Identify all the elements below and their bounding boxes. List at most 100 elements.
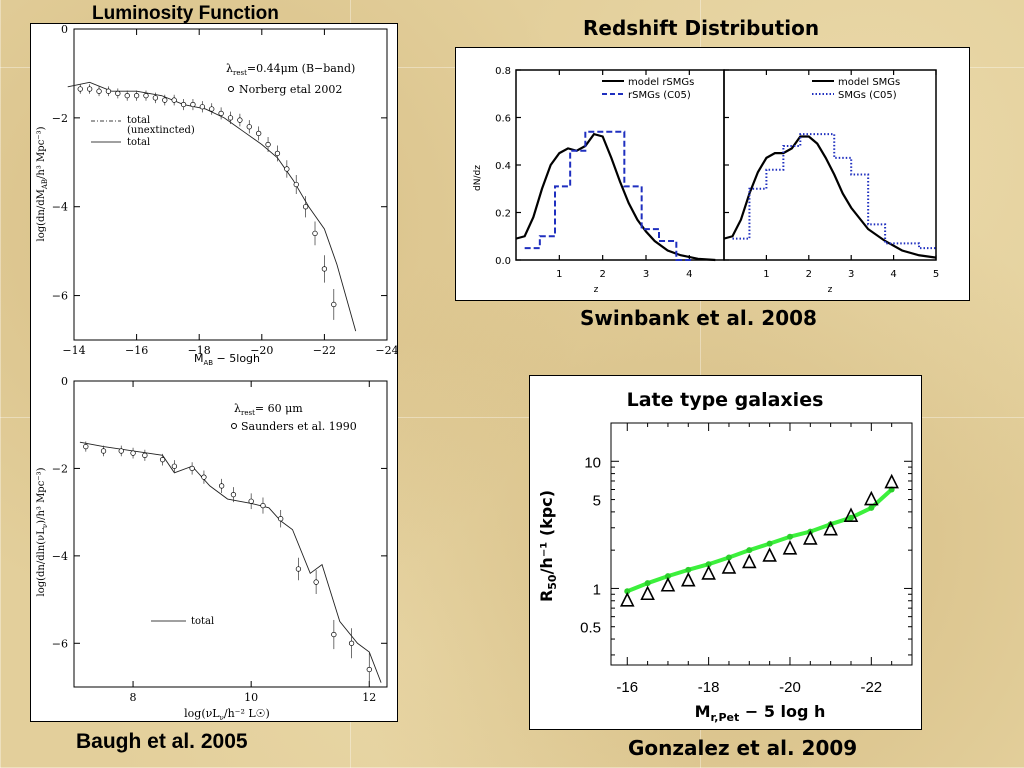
redshift-title: Redshift Distribution <box>583 16 820 40</box>
late-type-svg: Late type galaxies -16 -18 -20 -22 0.5 1 5 10 M… <box>537 389 913 724</box>
x-tick-label: −18 <box>188 344 211 357</box>
y-tick-label: 0.5 <box>580 620 601 637</box>
y-tick-label: 0 <box>61 24 68 36</box>
y-tick-label: 1 <box>593 581 601 598</box>
lf-b-axes: −14 −16 −18 −20 −22 −24 0 −2 −4 −6 MAB − 5logh lo… <box>36 23 399 367</box>
data-triangle <box>701 565 716 580</box>
x-tick-label: 5 <box>933 269 939 280</box>
model-line <box>79 441 382 683</box>
data-point <box>118 448 124 454</box>
data-point <box>87 86 93 92</box>
x-tick-label: −20 <box>250 344 273 357</box>
late-type-xlabel: Mr,Pet − 5 log h <box>695 702 826 724</box>
data-point <box>302 204 309 210</box>
model-point <box>664 573 671 580</box>
x-tick-label: -16 <box>616 679 638 696</box>
observed-histogram <box>524 130 694 261</box>
y-tick-label: −4 <box>52 550 68 563</box>
data-point <box>237 117 243 123</box>
data-triangle <box>803 530 818 545</box>
data-point <box>201 474 207 480</box>
data-point <box>260 502 266 509</box>
data-point <box>284 166 290 172</box>
data-triangle <box>660 576 676 592</box>
data-triangle <box>884 473 899 489</box>
model-point <box>766 540 773 547</box>
lf-b-legend-2: (unextincted) <box>127 125 195 136</box>
lf-ir-legend-1: total <box>191 616 214 627</box>
lf-b-annotation: λrest=0.44μm (B−band) <box>226 62 355 77</box>
model-curve <box>515 132 716 262</box>
lf-ir-legend-obs: Saunders et al. 1990 <box>241 420 357 433</box>
model-point <box>847 514 854 521</box>
x-tick-label: 2 <box>806 269 812 280</box>
model-point <box>685 566 692 573</box>
lf-ir-axes: 8 10 12 0 −2 −4 −6 log(νLν/h⁻² L☉) log(dn/dln(… <box>36 375 388 722</box>
data-point <box>115 90 121 97</box>
data-point <box>295 566 302 572</box>
model-line <box>67 81 357 332</box>
y-tick-label: 0.2 <box>495 209 511 220</box>
model-curve <box>723 135 937 259</box>
x-tick-label: -22 <box>860 679 882 696</box>
luminosity-function-svg: −14 −16 −18 −20 −22 −240−2−4−6 MAB − 5logh lo… <box>36 23 399 722</box>
data-point <box>96 88 102 94</box>
redshift-distribution-panel: 1 2 3 4 0.0 0.2 0.4 0.6 0.8 dN/dz z model rSMGs … <box>455 47 970 301</box>
model-point <box>725 554 732 561</box>
lf-b-xlabel: MAB − 5logh <box>194 352 260 367</box>
y-tick-label: 0.8 <box>495 66 511 77</box>
late-type-panel: Late type galaxies -16 -18 -20 -22 0.5 1 5 10 M… <box>529 375 922 730</box>
x-tick-label: 10 <box>244 691 258 704</box>
data-point <box>312 230 318 237</box>
data-triangle <box>619 591 635 607</box>
y-tick-label: 0 <box>61 375 68 388</box>
model-point <box>746 547 753 554</box>
x-tick-label: −16 <box>125 344 148 357</box>
data-triangle <box>721 559 737 574</box>
data-point <box>180 101 187 108</box>
data-point <box>331 631 337 638</box>
x-tick-label: -20 <box>779 679 801 696</box>
data-point <box>248 498 254 504</box>
baugh-caption: Baugh et al. 2005 <box>76 730 248 753</box>
y-tick-label: −4 <box>52 201 68 214</box>
lf-b-legend-marker <box>228 86 234 92</box>
x-tick-label: 2 <box>599 269 605 280</box>
rz-right-legend-obs: SMGs (C05) <box>838 90 897 101</box>
model-point <box>786 533 793 540</box>
observed-histogram <box>732 133 936 250</box>
gonzalez-caption: Gonzalez et al. 2009 <box>628 736 858 760</box>
lf-ir-legend-marker <box>231 423 237 429</box>
data-point <box>331 301 337 308</box>
x-tick-label: 1 <box>556 269 562 280</box>
data-point <box>321 266 328 272</box>
y-tick-label: 5 <box>593 493 601 510</box>
data-point <box>124 92 130 99</box>
data-point <box>218 483 225 489</box>
data-triangle <box>742 553 757 569</box>
x-tick-label: 4 <box>686 269 692 280</box>
data-point <box>152 95 159 101</box>
y-tick-label: −2 <box>52 112 68 125</box>
data-point <box>190 101 196 108</box>
luminosity-function-panel: −14 −16 −18 −20 −22 −24 0 −2 −4 −6 MAB − 5logh lo… <box>30 23 399 722</box>
data-point <box>105 88 112 94</box>
data-point <box>100 448 107 454</box>
x-tick-label: 4 <box>890 269 896 280</box>
late-type-ylabel: R50/h⁻¹ (kpc) <box>537 490 559 602</box>
lf-b-ylabel: log(dn/dMAB/h³ Mpc⁻³) <box>36 126 49 241</box>
y-tick-label: 0.6 <box>495 114 511 125</box>
x-tick-label: −22 <box>313 344 336 357</box>
data-point <box>171 97 177 103</box>
rz-right-legend-model: model SMGs <box>838 77 900 88</box>
x-tick-label: 8 <box>130 691 137 704</box>
lf-b-legend-3: total <box>127 137 150 148</box>
lf-ir-xlabel: log(νLν/h⁻² L☉) <box>184 707 270 721</box>
data-point <box>366 666 372 673</box>
lf-b-legend-1: total <box>127 115 150 126</box>
lf-b-legend-obs: Norberg etal 2002 <box>239 83 342 96</box>
data-triangle <box>864 490 879 506</box>
data-point <box>162 97 168 103</box>
model-point <box>624 588 631 595</box>
data-point <box>159 457 166 463</box>
